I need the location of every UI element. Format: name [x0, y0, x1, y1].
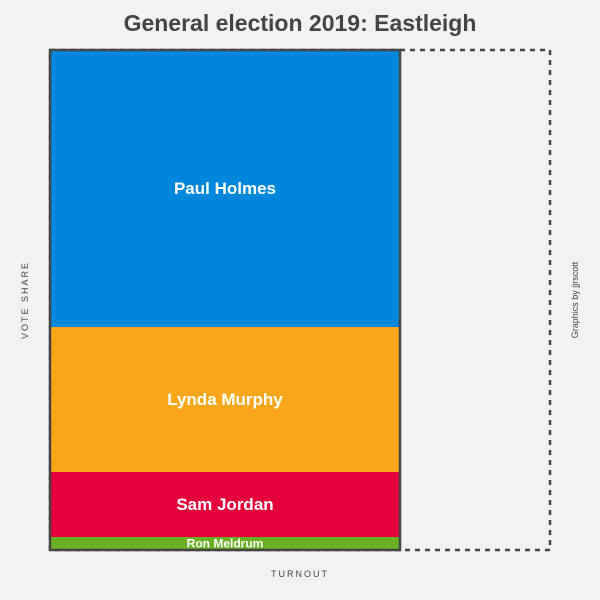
vote-share-bar-ron-meldrum	[50, 537, 400, 550]
chart-title: General election 2019: Eastleigh	[123, 10, 477, 36]
candidate-label-ron-meldrum: Ron Meldrum	[187, 537, 264, 551]
candidate-label-paul-holmes: Paul Holmes	[174, 179, 276, 198]
candidate-label-sam-jordan: Sam Jordan	[176, 495, 273, 514]
vote-share-bar-lynda-murphy	[50, 327, 400, 472]
x-axis-label: TURNOUT	[271, 569, 329, 579]
vote-share-bar-sam-jordan	[50, 472, 400, 537]
vote-share-bar-paul-holmes	[50, 50, 400, 327]
turnout-border	[48, 48, 402, 552]
candidate-label-lynda-murphy: Lynda Murphy	[167, 390, 283, 409]
